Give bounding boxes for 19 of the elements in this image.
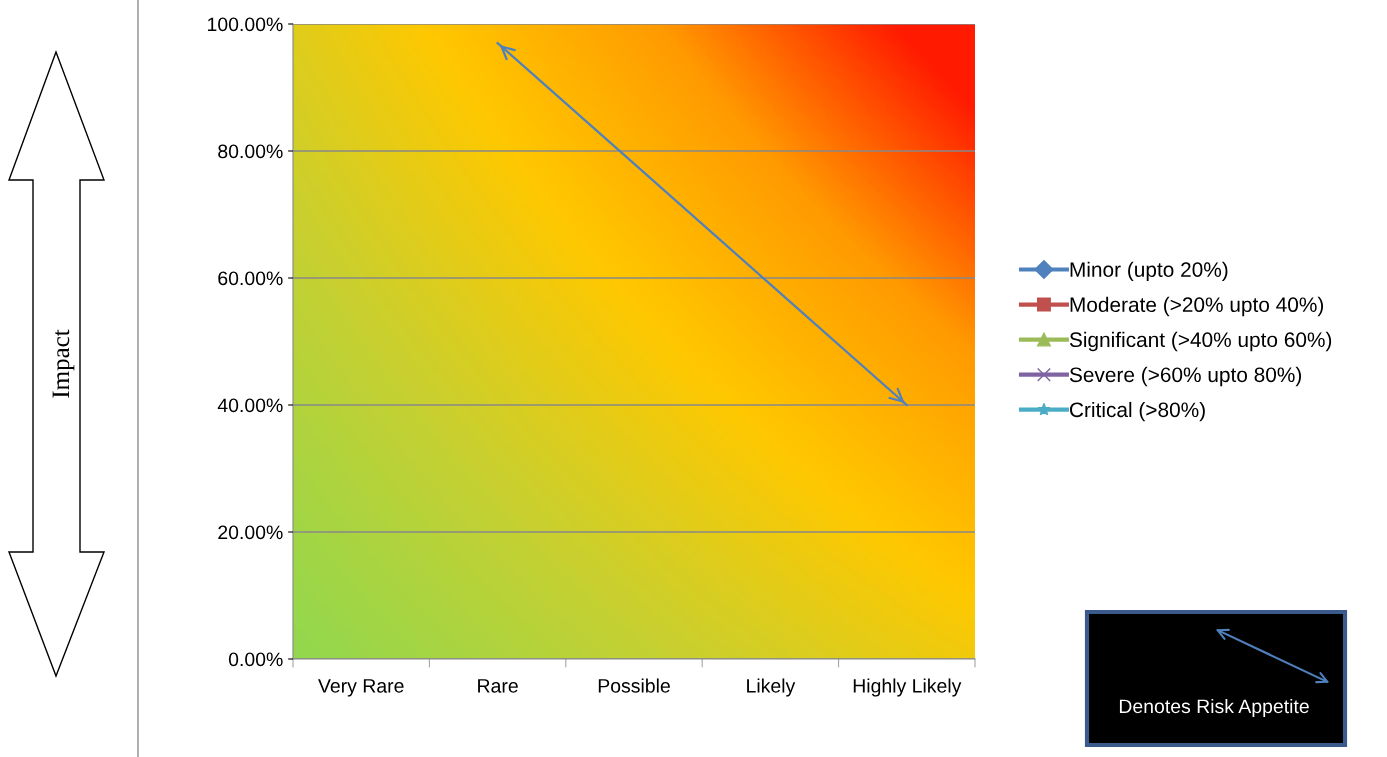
x-tick-label: Likely bbox=[747, 678, 796, 697]
legend-label: Severe (>60% upto 80%) bbox=[1069, 366, 1302, 387]
legend-label: Critical (>80%) bbox=[1070, 401, 1205, 422]
x-tick-label: Possible bbox=[598, 678, 670, 693]
y-tick-label: 100.00% bbox=[208, 17, 283, 32]
text: Impact bbox=[52, 329, 75, 398]
legend-label: Minor (upto 20%) bbox=[1070, 261, 1228, 282]
x-tick-label: Rare bbox=[478, 679, 518, 693]
legend-label: Moderate (>20% upto 40%) bbox=[1070, 296, 1324, 317]
text: Denotes Risk Appetite bbox=[1119, 698, 1309, 718]
y-tick-label: 60.00% bbox=[218, 271, 283, 286]
line-series bbox=[496, 41, 908, 407]
x-tick-label: Highly Likely bbox=[853, 678, 962, 697]
legend-label: Significant (>40% upto 60%) bbox=[1069, 331, 1332, 352]
y-tick-label: 20.00% bbox=[218, 525, 283, 540]
x-tick-label: Very Rare bbox=[318, 679, 404, 697]
y-tick-label: 80.00% bbox=[218, 144, 283, 159]
y-tick-label: 40.00% bbox=[217, 398, 283, 413]
y-tick-label: 0.00% bbox=[228, 652, 283, 667]
